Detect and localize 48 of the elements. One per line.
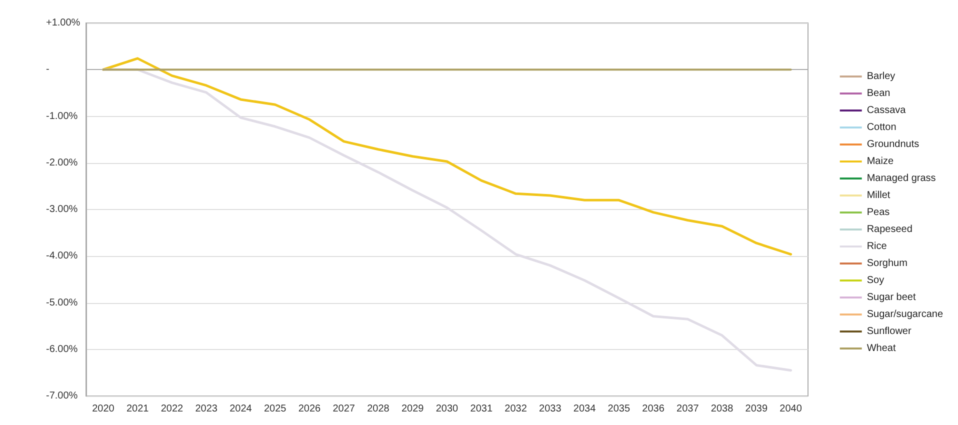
legend-label: Barley <box>866 71 896 82</box>
y-tick-label: - <box>46 64 50 76</box>
legend-label: Maize <box>866 156 894 167</box>
legend-label: Groundnuts <box>866 139 920 150</box>
x-tick-label: 2037 <box>676 404 700 414</box>
legend-label: Cotton <box>866 122 896 133</box>
y-tick-label: -2.00% <box>46 157 78 168</box>
legend-label: Peas <box>866 207 890 218</box>
x-tick-label: 2032 <box>504 404 528 414</box>
y-tick-label: -3.00% <box>46 204 78 215</box>
y-tick-label: -7.00% <box>46 390 78 402</box>
x-tick-label: 2023 <box>195 404 218 414</box>
legend-label: Sorghum <box>866 258 908 269</box>
legend-label: Sugar beet <box>866 292 916 303</box>
legend-label: Rice <box>866 241 888 252</box>
legend-label: Millet <box>866 190 890 201</box>
line-series <box>102 57 792 256</box>
legend-label: Soy <box>866 275 884 286</box>
x-tick-label: 2022 <box>160 404 184 414</box>
x-tick-label: 2028 <box>367 404 390 414</box>
x-tick-label: 2040 <box>780 404 802 414</box>
x-tick-label: 2030 <box>436 404 459 414</box>
x-tick-label: 2035 <box>608 404 630 414</box>
x-tick-label: 2038 <box>710 404 734 414</box>
x-tick-label: 2033 <box>539 404 562 414</box>
x-tick-label: 2025 <box>264 404 287 414</box>
y-tick-label: -6.00% <box>46 344 78 355</box>
legend-label: Wheat <box>866 343 896 354</box>
legend-label: Rapeseed <box>866 224 912 235</box>
x-tick-label: 2031 <box>470 404 493 414</box>
x-tick-label: 2039 <box>745 404 768 414</box>
legend-label: Managed grass <box>866 173 936 184</box>
x-tick-label: 2026 <box>298 404 322 414</box>
legend-label: Bean <box>866 88 890 99</box>
y-tick-label: -4.00% <box>46 250 78 262</box>
x-tick-label: 2024 <box>230 404 252 414</box>
y-tick-label: -1.00% <box>46 110 78 122</box>
legend-label: Cassava <box>866 105 906 116</box>
x-tick-label: 2029 <box>401 404 424 414</box>
x-tick-label: 2034 <box>573 404 596 414</box>
x-tick-label: 2036 <box>642 404 665 414</box>
legend-label: Sunflower <box>866 326 912 337</box>
x-tick-label: 2020 <box>92 404 115 414</box>
legend-label: Sugar/sugarcane <box>866 309 944 320</box>
y-tick-label: +1.00% <box>46 18 80 28</box>
y-tick-label: -5.00% <box>46 297 78 308</box>
x-tick-label: 2027 <box>332 404 356 414</box>
x-tick-label: 2021 <box>126 404 150 414</box>
